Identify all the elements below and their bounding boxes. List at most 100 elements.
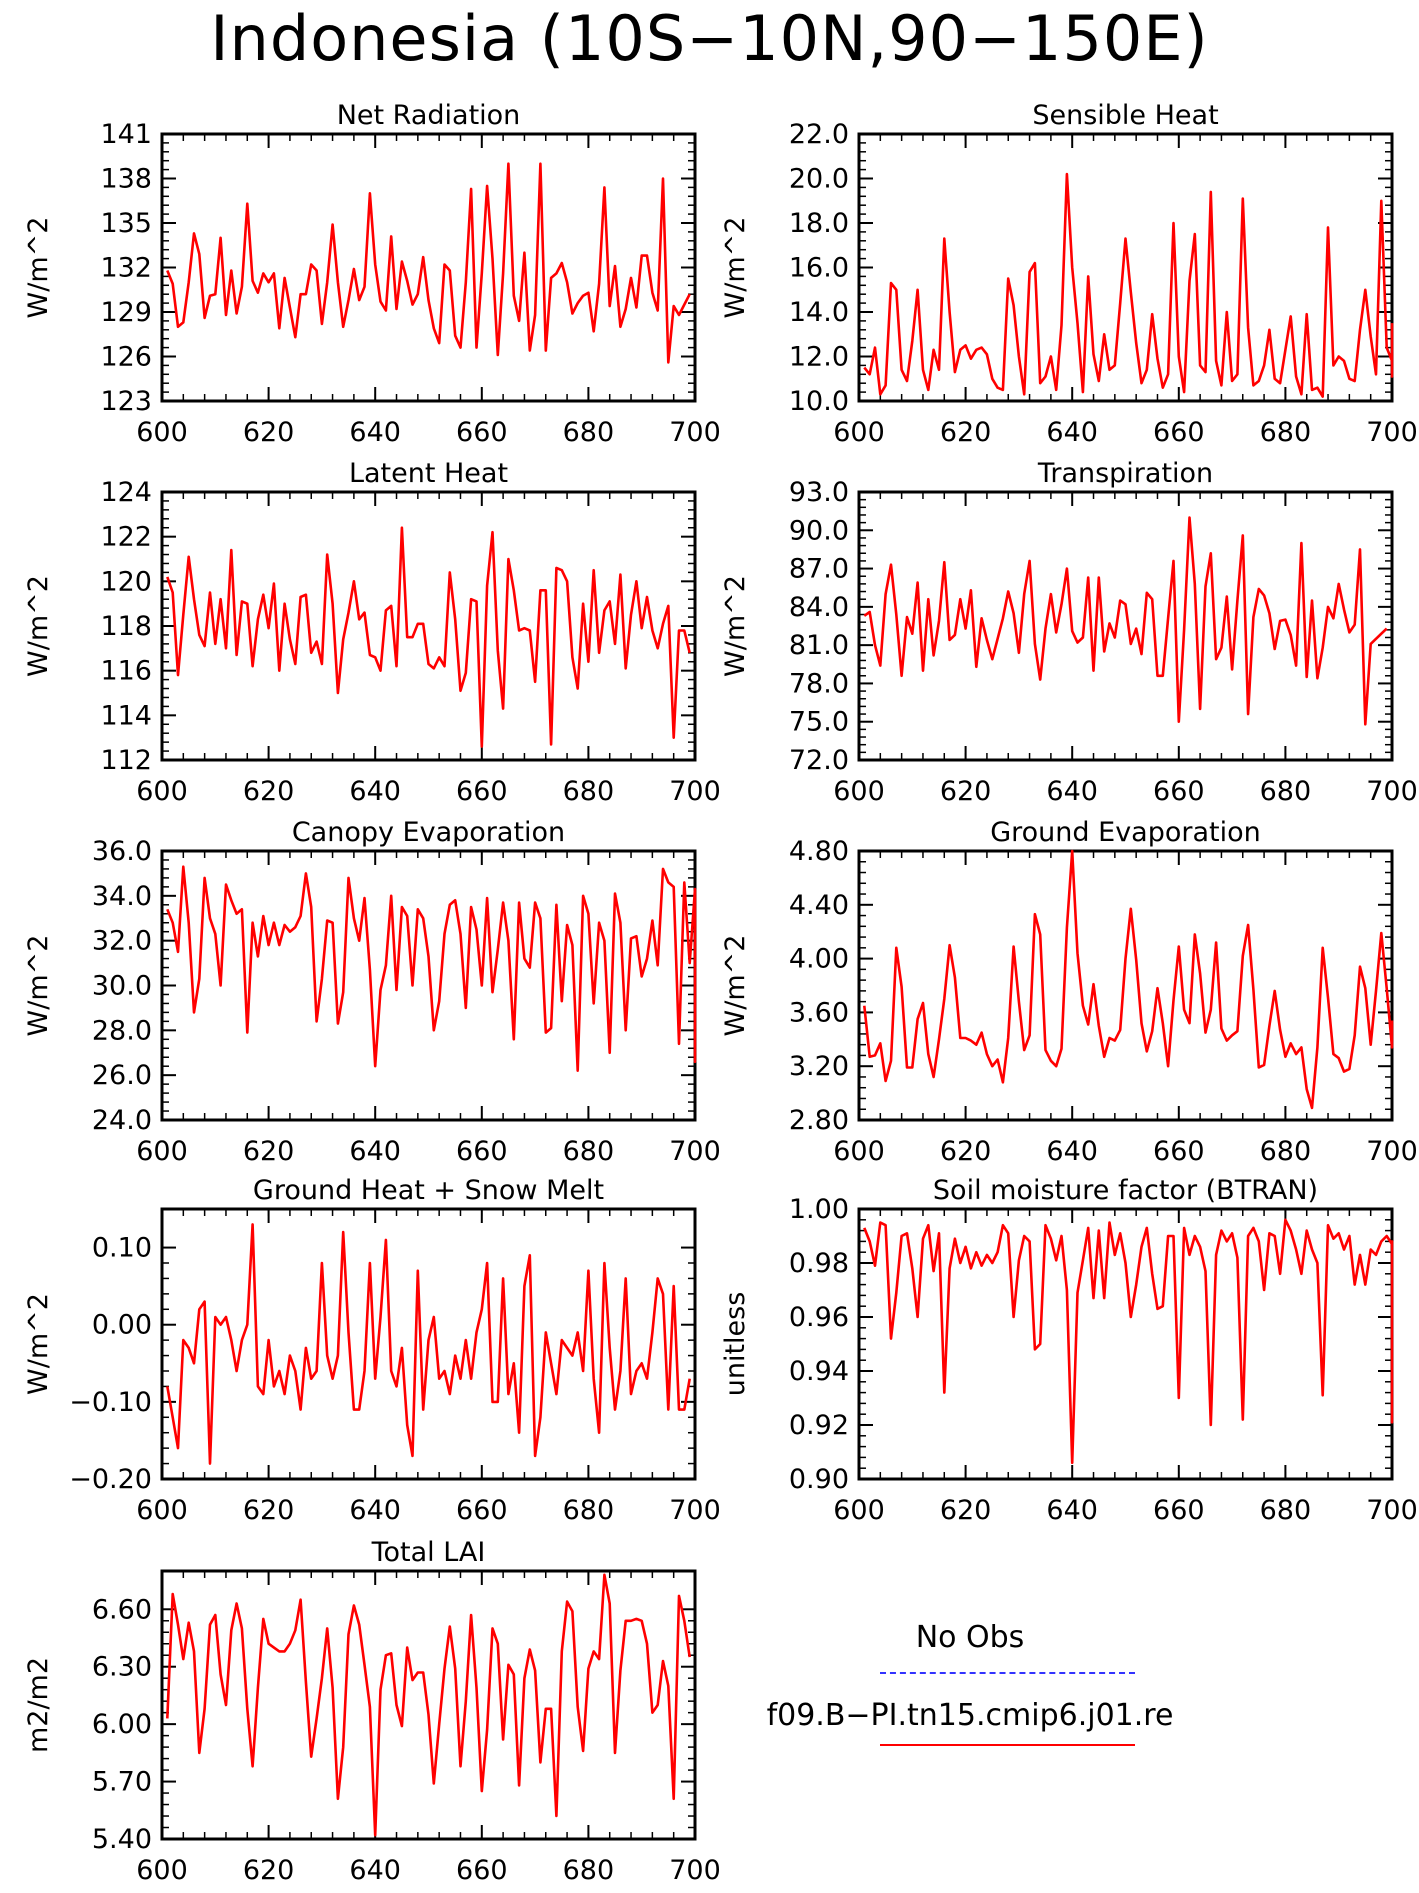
y-tick-label: 81.0 [789,630,849,661]
y-tick-label: 2.80 [789,1105,849,1136]
y-tick-label: 14.0 [789,297,849,328]
y-tick-label: 4.00 [789,944,849,975]
x-tick-label: 700 [1366,776,1418,807]
series-line [166,1223,691,1465]
x-tick-label: 700 [669,1855,721,1886]
y-tick-label: 3.20 [789,1051,849,1082]
plot-frame [857,849,1394,1122]
series-line [166,865,697,1072]
chart-title: Latent Heat [349,458,508,489]
plot-frame [857,490,1394,762]
series-line [166,1573,691,1837]
legend-line-model [880,1744,1135,1746]
y-tick-label: 18.0 [789,208,849,239]
y-tick-label: 114 [100,700,152,731]
plot-frame [160,1207,697,1481]
y-tick-label: 6.30 [92,1652,152,1683]
y-tick-label: 6.00 [92,1709,152,1740]
y-axis-label: W/m^2 [23,217,54,319]
page-title: Indonesia (10S−10N,90−150E) [210,2,1209,75]
y-axis-label: W/m^2 [720,575,751,677]
x-tick-label: 640 [1046,417,1098,448]
x-tick-label: 620 [940,1495,992,1526]
x-tick-label: 660 [456,1136,508,1167]
x-tick-label: 660 [1153,776,1205,807]
y-tick-label: 32.0 [92,926,152,957]
y-tick-label: 0.00 [92,1310,152,1341]
x-tick-label: 640 [1046,776,1098,807]
x-tick-label: 600 [833,1136,885,1167]
chart-canopy-evaporation: Canopy Evaporation W/m^2 600 620 640 660 680 70… [23,817,721,1167]
y-tick-label: 122 [100,522,152,553]
chart-net-radiation: Net Radiation W/m^2 600 620 640 660 680 700 123 1… [23,100,721,448]
y-tick-label: 3.60 [789,997,849,1028]
y-tick-label: 0.92 [789,1410,849,1441]
chart-ground-heat-snow-melt: Ground Heat + Snow Melt W/m^2 600 620 640 660… [23,1175,721,1526]
y-tick-label: 112 [100,745,152,776]
x-tick-label: 700 [669,1495,721,1526]
x-tick-label: 600 [136,776,188,807]
chart-title: Transpiration [1037,458,1213,489]
y-axis-label: W/m^2 [23,935,54,1037]
series-line [863,516,1388,726]
plot-frame [160,849,697,1122]
chart-soil-moisture-factor-btran: Soil moisture factor (BTRAN) unitless 600 6… [720,1175,1418,1526]
y-tick-label: −0.20 [69,1464,152,1495]
y-tick-label: 16.0 [789,253,849,284]
y-tick-label: 4.80 [789,836,849,867]
y-tick-label: 24.0 [92,1105,152,1136]
y-tick-label: 12.0 [789,342,849,373]
x-tick-label: 620 [243,776,295,807]
y-tick-label: 90.0 [789,515,849,546]
y-tick-label: 138 [100,164,152,195]
legend-line-no-obs [880,1672,1135,1674]
x-tick-label: 640 [349,1495,401,1526]
chart-total-lai: Total LAI m2/m2 600 620 640 660 680 700 5.40 5.70… [23,1537,721,1886]
x-tick-label: 660 [456,1495,508,1526]
y-tick-label: 126 [100,342,152,373]
y-tick-label: 123 [100,386,152,417]
y-axis-label: unitless [720,1292,751,1397]
x-tick-label: 680 [563,1495,615,1526]
x-tick-label: 620 [243,1495,295,1526]
y-tick-label: 87.0 [789,554,849,585]
x-tick-label: 640 [349,1855,401,1886]
x-tick-label: 660 [1153,1136,1205,1167]
y-tick-label: 120 [100,566,152,597]
y-tick-label: 116 [100,656,152,687]
chart-ground-evaporation: Ground Evaporation W/m^2 600 620 640 660 680 70… [720,817,1418,1167]
x-tick-label: 700 [1366,1495,1418,1526]
x-tick-label: 680 [563,417,615,448]
y-tick-label: 84.0 [789,592,849,623]
legend-label-no-obs: No Obs [915,1620,1025,1655]
y-tick-label: 124 [100,477,152,508]
y-tick-label: 26.0 [92,1060,152,1091]
chart-title: Ground Evaporation [990,817,1261,848]
x-tick-label: 680 [563,1136,615,1167]
y-axis-label: W/m^2 [23,575,54,677]
x-tick-label: 620 [243,1855,295,1886]
y-tick-label: 30.0 [92,971,152,1002]
x-tick-label: 600 [136,1495,188,1526]
x-tick-label: 680 [1260,417,1312,448]
plot-frame [160,490,697,762]
x-tick-label: 660 [456,417,508,448]
chart-latent-heat: Latent Heat W/m^2 600 620 640 660 680 700 112 114… [23,458,721,807]
y-tick-label: 72.0 [789,745,849,776]
y-axis-label: W/m^2 [720,217,751,319]
x-tick-label: 600 [833,776,885,807]
x-tick-label: 680 [1260,1136,1312,1167]
y-tick-label: 93.0 [789,477,849,508]
legend-label-model: f09.B−PI.tn15.cmip6.j01.re [766,1698,1174,1733]
y-tick-label: 132 [100,253,152,284]
y-tick-label: 28.0 [92,1015,152,1046]
x-tick-label: 700 [669,417,721,448]
chart-title: Total LAI [371,1537,486,1568]
chart-title: Soil moisture factor (BTRAN) [933,1175,1318,1206]
x-tick-label: 680 [1260,776,1312,807]
y-tick-label: 4.40 [789,890,849,921]
chart-sensible-heat: Sensible Heat W/m^2 600 620 640 660 680 700 10.0… [720,100,1418,448]
x-tick-label: 600 [833,1495,885,1526]
y-tick-label: 6.60 [92,1594,152,1625]
